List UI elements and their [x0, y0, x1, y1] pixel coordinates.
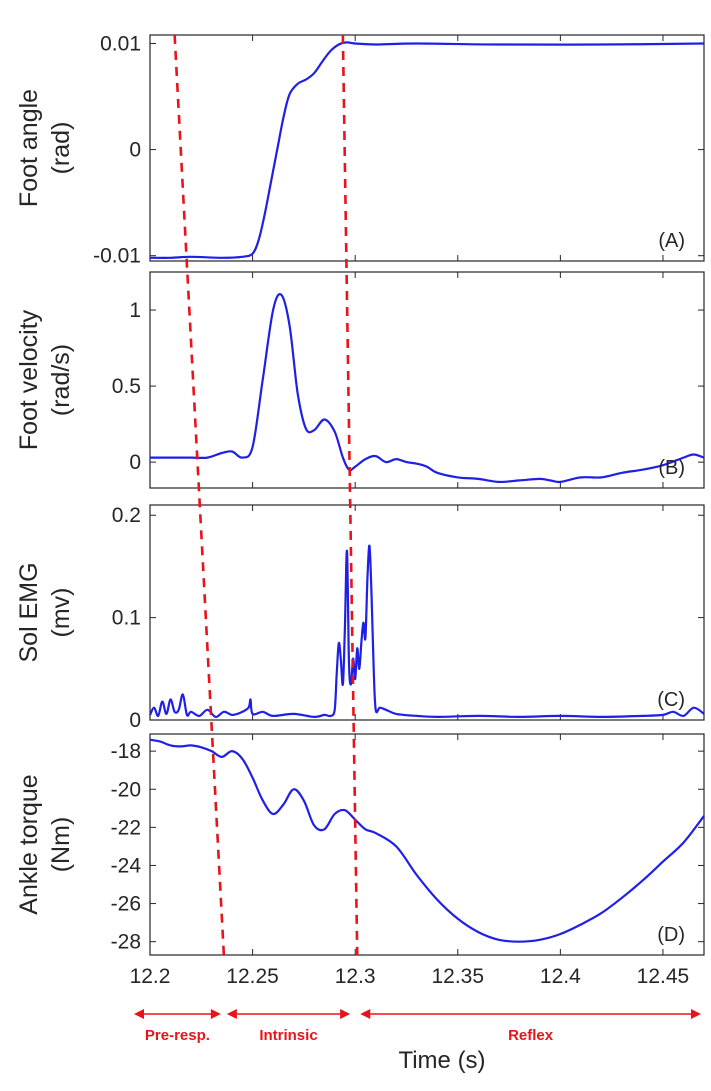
y-tick-label: 0.01 — [100, 32, 141, 55]
panel-frame — [149, 504, 705, 721]
panel-frame — [149, 733, 705, 956]
phase-arrow-1: Pre-resp. — [134, 1009, 221, 1044]
x-tick-label: 12.4 — [540, 965, 581, 988]
x-tick-label: 12.45 — [637, 965, 690, 988]
panel-tag: (A) — [658, 230, 685, 252]
x-tick-label: 12.25 — [226, 965, 279, 988]
y-axis-label: Ankle torque (Nm) — [15, 774, 75, 914]
y-axis-label-line1: Foot velocity — [15, 309, 43, 450]
panel-tag: (D) — [657, 924, 685, 946]
arrowhead-left-icon — [360, 1009, 371, 1019]
phase-label: Reflex — [508, 1027, 554, 1044]
y-axis-label-line2: (rad) — [47, 122, 75, 175]
x-tick-label: 12.2 — [130, 965, 171, 988]
y-tick-label: 0 — [129, 139, 141, 162]
panel-a: -0.01 0 0.01 Foot angle (rad) (A) — [15, 32, 705, 268]
arrowhead-right-icon — [210, 1009, 221, 1019]
y-tick-label: -20 — [111, 778, 141, 801]
panel-tag: (B) — [658, 457, 685, 479]
y-tick-label: -18 — [111, 740, 141, 763]
y-axis-label-line1: Ankle torque — [15, 774, 43, 914]
x-axis-group: 12.2 12.25 12.3 12.35 12.4 12.45 Time (s) — [130, 965, 690, 1074]
y-axis-label-line2: (Nm) — [47, 817, 75, 873]
series-line-d — [149, 738, 705, 943]
arrowhead-left-icon — [226, 1009, 237, 1019]
y-tick-label: 0 — [129, 709, 141, 732]
panel-c: 0 0.1 0.2 Sol EMG (mv) (C) — [15, 504, 705, 732]
panels-group: -0.01 0 0.01 Foot angle (rad) (A) 0 0.5 1 Foot ve… — [15, 32, 705, 956]
panel-tag: (C) — [657, 689, 685, 711]
panel-frame — [149, 34, 705, 262]
y-tick-label: -0.01 — [93, 245, 141, 268]
y-axis-label: Sol EMG (mv) — [15, 562, 75, 662]
phase-label: Pre-resp. — [145, 1027, 210, 1044]
y-tick-label: 0.2 — [112, 504, 141, 527]
y-tick-label: -22 — [111, 816, 141, 839]
x-axis-title: Time (s) — [398, 1047, 485, 1074]
arrowhead-left-icon — [134, 1009, 144, 1019]
y-tick-label: 0.1 — [112, 607, 141, 630]
phase-arrows-group: Pre-resp. Intrinsic Reflex — [134, 1009, 701, 1044]
y-tick-label: 0 — [129, 451, 141, 474]
y-tick-label: -28 — [111, 931, 141, 954]
x-tick-label: 12.35 — [431, 965, 484, 988]
phase-arrow-2: Intrinsic — [226, 1009, 351, 1044]
phase-label: Intrinsic — [259, 1027, 317, 1044]
y-axis-label-line1: Foot angle — [15, 89, 43, 207]
y-axis-label-line2: (mv) — [47, 588, 75, 638]
panel-b: 0 0.5 1 Foot velocity (rad/s) (B) — [15, 271, 705, 489]
panel-d: -28 -26 -24 -22 -20 -18 Ankle torque (Nm) (D) — [15, 733, 705, 956]
y-tick-label: 1 — [129, 299, 141, 322]
y-axis-label-line1: Sol EMG — [15, 562, 43, 662]
y-tick-label: 0.5 — [112, 375, 141, 398]
y-tick-label: -24 — [111, 854, 142, 877]
panel-frame — [149, 271, 705, 489]
y-axis-label: Foot angle (rad) — [15, 89, 75, 207]
y-tick-label: -26 — [111, 893, 141, 916]
arrowhead-right-icon — [691, 1009, 701, 1019]
y-axis-label-line2: (rad/s) — [47, 344, 75, 416]
x-tick-label: 12.3 — [335, 965, 376, 988]
arrowhead-right-icon — [340, 1009, 351, 1019]
series-line-c — [149, 544, 705, 719]
phase-arrow-3: Reflex — [360, 1009, 701, 1044]
y-axis-label: Foot velocity (rad/s) — [15, 309, 75, 450]
series-line-a — [149, 41, 705, 259]
series-line-b — [150, 293, 705, 484]
